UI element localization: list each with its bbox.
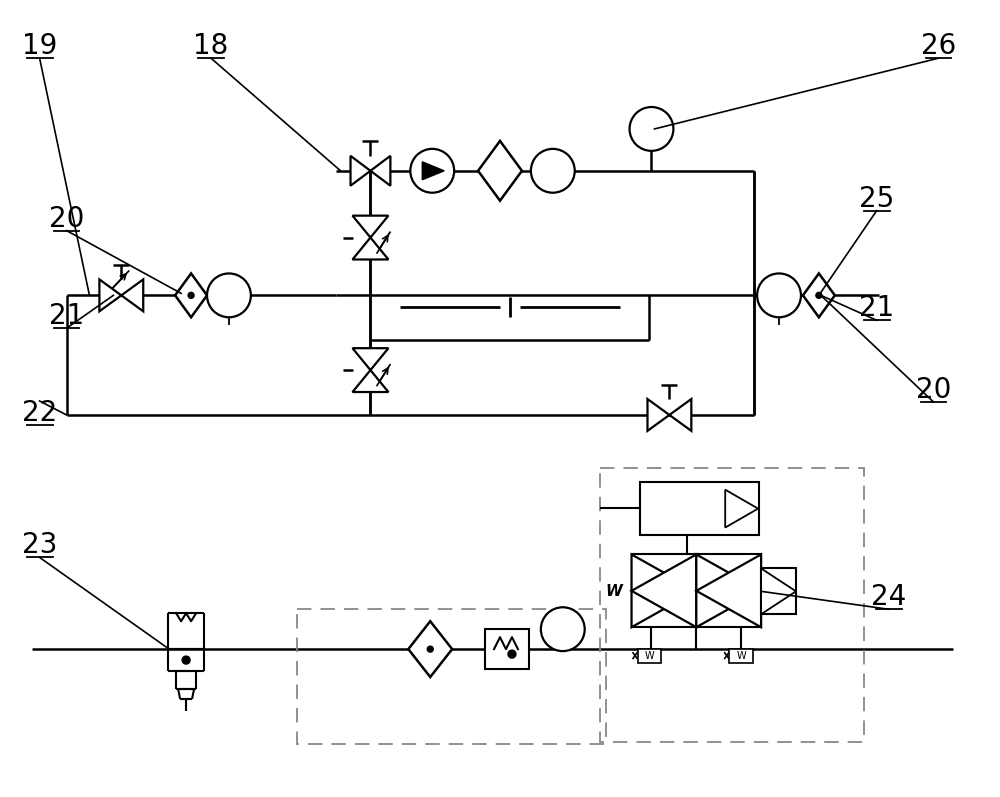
Circle shape <box>630 107 673 151</box>
Bar <box>729 649 753 663</box>
Text: 22: 22 <box>22 399 57 427</box>
Bar <box>485 629 529 669</box>
Bar <box>640 481 759 535</box>
Polygon shape <box>353 216 388 238</box>
Polygon shape <box>725 489 758 528</box>
Text: 19: 19 <box>22 32 57 61</box>
Bar <box>632 555 761 627</box>
Polygon shape <box>632 555 696 627</box>
Polygon shape <box>353 348 388 370</box>
Polygon shape <box>478 141 522 201</box>
Polygon shape <box>353 238 388 260</box>
Polygon shape <box>696 555 761 627</box>
Text: 21: 21 <box>859 294 894 322</box>
Bar <box>761 568 796 614</box>
Polygon shape <box>408 621 452 677</box>
Polygon shape <box>351 156 370 186</box>
Text: W: W <box>736 651 746 661</box>
Polygon shape <box>99 280 121 312</box>
Text: 21: 21 <box>49 302 84 330</box>
Polygon shape <box>353 370 388 392</box>
Bar <box>600 468 864 742</box>
Polygon shape <box>632 555 696 627</box>
Text: 24: 24 <box>871 583 906 611</box>
Circle shape <box>207 273 251 317</box>
Polygon shape <box>175 273 207 317</box>
Circle shape <box>531 149 575 193</box>
Circle shape <box>410 149 454 193</box>
Circle shape <box>816 292 822 298</box>
Circle shape <box>541 607 585 651</box>
Text: 26: 26 <box>921 32 956 61</box>
Text: 25: 25 <box>859 185 894 213</box>
Bar <box>297 609 606 744</box>
Polygon shape <box>803 273 835 317</box>
Polygon shape <box>647 399 669 431</box>
Circle shape <box>188 292 194 298</box>
Polygon shape <box>370 156 390 186</box>
Text: 20: 20 <box>916 376 951 404</box>
Circle shape <box>427 646 433 652</box>
Text: W: W <box>645 651 654 661</box>
Text: 18: 18 <box>193 32 229 61</box>
Circle shape <box>508 650 516 658</box>
Text: 20: 20 <box>49 205 84 233</box>
Polygon shape <box>121 280 143 312</box>
Polygon shape <box>422 162 444 180</box>
Circle shape <box>182 656 190 664</box>
Text: 23: 23 <box>22 532 57 559</box>
Polygon shape <box>696 555 761 627</box>
Polygon shape <box>761 568 796 614</box>
Polygon shape <box>669 399 691 431</box>
Bar <box>638 649 661 663</box>
Circle shape <box>757 273 801 317</box>
Text: W: W <box>605 584 622 599</box>
